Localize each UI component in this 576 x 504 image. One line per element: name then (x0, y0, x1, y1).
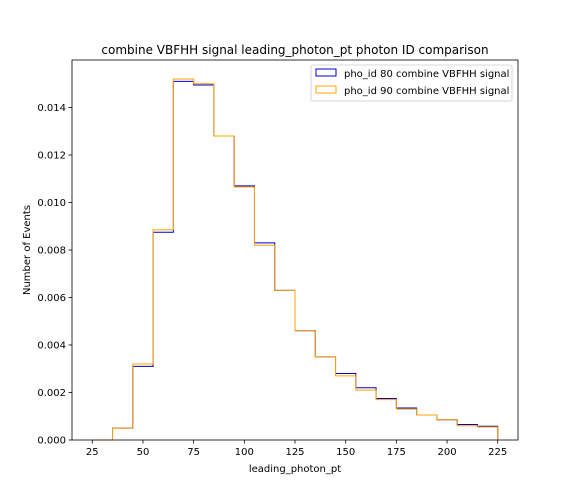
legend-swatch-pho-id-90 (315, 85, 337, 94)
x-axis-ticks: 25 50 75 100 125 150 175 200 225 (86, 440, 507, 458)
plot-frame (71, 59, 519, 441)
x-tick-label: 175 (387, 447, 406, 458)
series-layer (92, 78, 499, 441)
y-axis-ticks: 0.000 0.002 0.004 0.006 0.008 0.010 0.012 0.014 (37, 103, 72, 447)
y-tick-label: 0.012 (37, 151, 66, 162)
legend-label-pho-id-90: pho_id 90 combine VBFHH signal (344, 86, 509, 97)
legend: pho_id 80 combine VBFHH signal pho_id 90… (310, 64, 513, 102)
legend-label-pho-id-80: pho_id 80 combine VBFHH signal (344, 69, 509, 80)
x-tick-label: 50 (137, 447, 150, 458)
y-tick-label: 0.002 (37, 388, 66, 399)
x-tick-label: 225 (488, 447, 507, 458)
y-tick-label: 0.014 (37, 103, 66, 114)
x-tick-label: 125 (285, 447, 304, 458)
x-tick-label: 100 (235, 447, 254, 458)
chart-title: combine VBFHH signal leading_photon_pt p… (101, 43, 488, 57)
y-tick-label: 0.010 (37, 198, 66, 209)
x-tick-label: 25 (86, 447, 99, 458)
y-axis-label: Number of Events (22, 205, 33, 295)
y-tick-label: 0.004 (37, 341, 66, 352)
legend-swatch-pho-id-80 (315, 68, 337, 77)
y-tick-label: 0.008 (37, 246, 66, 257)
x-tick-label: 200 (437, 447, 456, 458)
x-tick-label: 75 (187, 447, 200, 458)
x-tick-label: 150 (336, 447, 355, 458)
y-tick-label: 0.000 (37, 436, 66, 447)
legend-box (310, 64, 513, 102)
y-tick-label: 0.006 (37, 293, 66, 304)
series-pho-id-90-step (92, 78, 499, 441)
x-axis-label: leading_photon_pt (249, 464, 341, 475)
